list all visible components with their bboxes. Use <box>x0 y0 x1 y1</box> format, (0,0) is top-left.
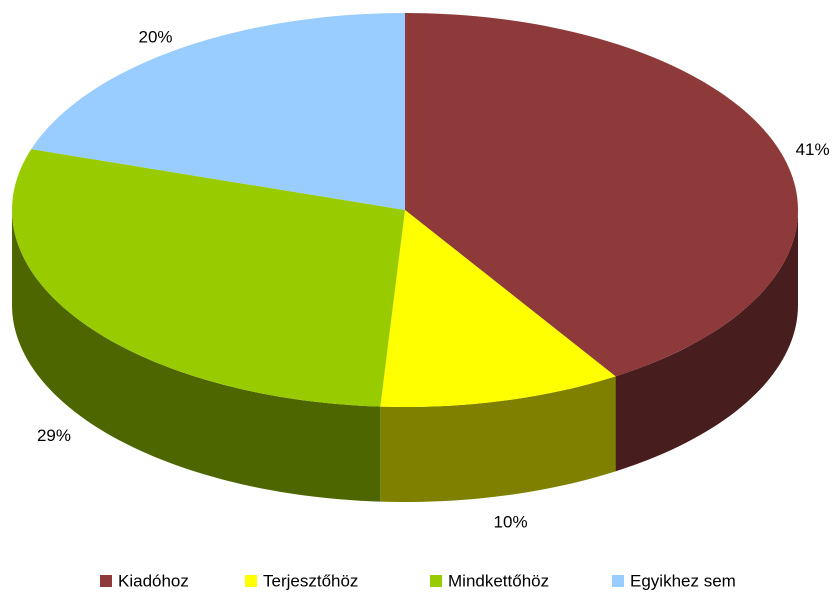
slice <box>380 210 616 407</box>
legend-swatch <box>430 575 442 587</box>
legend-swatch <box>612 575 624 587</box>
slice <box>31 13 405 210</box>
legend-label: Egyikhez sem <box>630 571 736 590</box>
slice-side <box>380 376 616 502</box>
slice <box>405 13 798 377</box>
data-label: 41% <box>796 140 830 159</box>
data-label: 10% <box>494 513 528 532</box>
legend-swatch <box>100 575 112 587</box>
legend-swatch <box>245 575 257 587</box>
legend-label: Terjesztőhöz <box>263 571 358 590</box>
legend-label: Mindkettőhöz <box>448 571 549 590</box>
slice-side <box>615 210 798 472</box>
data-label: 29% <box>37 426 71 445</box>
legend-label: Kiadóhoz <box>118 571 189 590</box>
slice <box>12 149 405 407</box>
slice-side <box>12 210 381 502</box>
data-label: 20% <box>139 27 173 46</box>
